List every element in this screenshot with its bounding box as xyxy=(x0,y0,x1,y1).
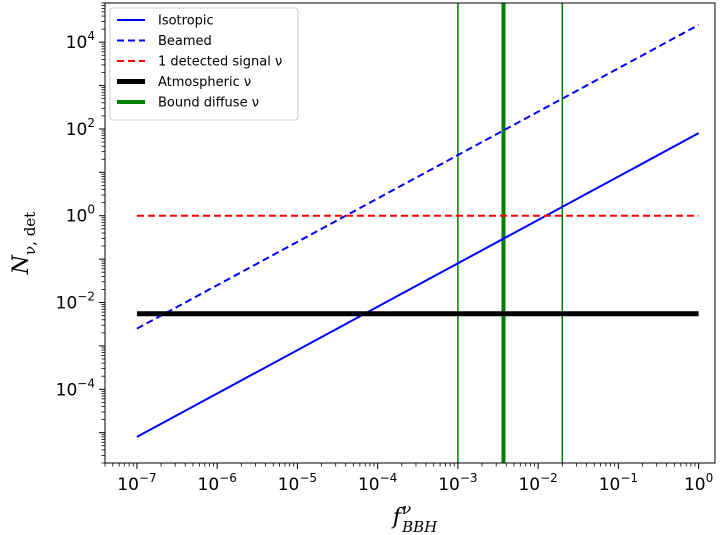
y-axis: 10−4 10−2 100 102 104 xyxy=(56,2,105,464)
legend-box xyxy=(109,7,299,121)
x-axis-label: fν BBH xyxy=(391,500,438,535)
x-tick-label: 10−5 xyxy=(278,471,317,495)
legend-label: Atmospheric ν xyxy=(158,75,251,90)
x-tick-label: 10−3 xyxy=(438,471,477,495)
svg-text:Nν, det: Nν, det xyxy=(9,212,39,275)
series-isotropic xyxy=(136,132,700,438)
x-tick-label: 10−1 xyxy=(599,471,638,495)
y-tick-label: 10−4 xyxy=(56,376,95,400)
x-axis: 10−7 10−6 10−5 10−4 10−3 10−2 10−1 100 xyxy=(104,463,713,495)
x-tick-label: 10−4 xyxy=(358,471,397,495)
y-tick-label: 104 xyxy=(66,29,95,53)
y-tick-label: 10−2 xyxy=(56,290,95,314)
legend-label: Bound diffuse ν xyxy=(158,96,259,111)
y-tick-label: 102 xyxy=(66,116,95,140)
plot-area xyxy=(104,2,716,464)
axis-labels: fν BBH Nν, det xyxy=(9,212,438,535)
legend: Isotropic Beamed 1 detected signal ν Atmosp… xyxy=(109,7,299,121)
y-tick-label: 100 xyxy=(66,203,95,227)
x-tick-label: 100 xyxy=(684,471,713,495)
legend-label: Beamed xyxy=(158,34,212,49)
plot-marks xyxy=(136,3,700,463)
legend-label: 1 detected signal ν xyxy=(158,55,282,70)
legend-label: Isotropic xyxy=(158,14,214,29)
x-tick-label: 10−6 xyxy=(198,471,237,495)
series-beamed xyxy=(136,24,700,330)
x-tick-label: 10−7 xyxy=(117,471,156,495)
y-axis-label: Nν, det xyxy=(9,212,39,275)
x-tick-label: 10−2 xyxy=(518,471,557,495)
